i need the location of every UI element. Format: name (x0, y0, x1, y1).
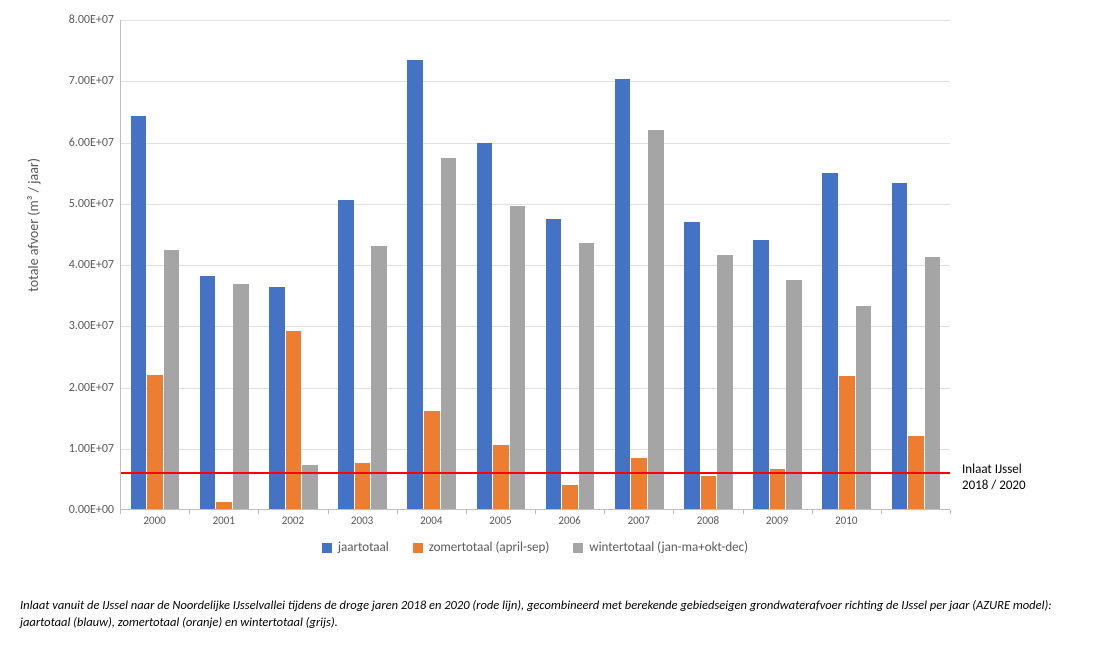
bar-jaartotaal (615, 79, 631, 509)
bar-jaartotaal (477, 143, 493, 509)
x-tick-mark (258, 510, 259, 514)
bar-jaartotaal (131, 116, 147, 509)
bar-zomertotaal (770, 469, 786, 509)
x-tick-mark (950, 510, 951, 514)
bar-jaartotaal (407, 60, 423, 509)
bar-jaartotaal (269, 287, 285, 509)
y-tick-label: 0.00E+00 (34, 503, 114, 517)
reference-line-label: Inlaat IJssel 2018 / 2020 (962, 462, 1026, 493)
x-tick-label: 2005 (489, 514, 511, 527)
bar-wintertotaal (579, 243, 595, 509)
x-tick-label: 2004 (420, 514, 442, 527)
bar-jaartotaal (892, 183, 908, 509)
bar-zomertotaal (631, 458, 647, 509)
x-tick-label: 2009 (766, 514, 788, 527)
bar-zomertotaal (493, 445, 509, 509)
x-tick-mark (535, 510, 536, 514)
x-tick-mark (604, 510, 605, 514)
bar-zomertotaal (147, 375, 163, 509)
x-tick-label: 2002 (282, 514, 304, 527)
x-tick-mark (466, 510, 467, 514)
x-tick-label: 2001 (213, 514, 235, 527)
bar-jaartotaal (684, 222, 700, 509)
bar-jaartotaal (822, 173, 838, 509)
gridline (121, 20, 950, 21)
y-tick-label: 8.00E+07 (34, 13, 114, 27)
x-tick-label: 2010 (835, 514, 857, 527)
bar-wintertotaal (441, 158, 457, 509)
legend-swatch (413, 543, 423, 553)
x-tick-mark (328, 510, 329, 514)
x-tick-mark (120, 510, 121, 514)
bar-jaartotaal (338, 200, 354, 509)
bar-zomertotaal (701, 476, 717, 509)
x-tick-label: 2000 (143, 514, 165, 527)
y-tick-label: 3.00E+07 (34, 319, 114, 333)
x-tick-mark (397, 510, 398, 514)
caption: Inlaat vanuit de IJssel naar de Noordeli… (20, 598, 1092, 632)
bar-jaartotaal (200, 276, 216, 509)
x-tick-label: 2003 (351, 514, 373, 527)
legend-label: jaartotaal (338, 540, 389, 555)
bar-zomertotaal (355, 463, 371, 509)
bar-zomertotaal (424, 411, 440, 509)
legend: jaartotaal zomertotaal (april-sep) wintert… (120, 540, 950, 555)
bar-wintertotaal (233, 284, 249, 509)
chart-container: totale afvoer (m³ / jaar) 0.00E+001.00E+… (20, 10, 1092, 590)
gridline (121, 81, 950, 82)
bar-wintertotaal (164, 250, 180, 509)
y-tick-label: 5.00E+07 (34, 197, 114, 211)
bar-wintertotaal (371, 246, 387, 509)
reference-line-label-2: 2018 / 2020 (962, 478, 1026, 493)
bar-wintertotaal (786, 280, 802, 509)
bar-zomertotaal (216, 502, 232, 509)
y-tick-label: 6.00E+07 (34, 136, 114, 150)
y-tick-label: 7.00E+07 (34, 74, 114, 88)
bar-zomertotaal (562, 485, 578, 509)
legend-label: zomertotaal (april-sep) (429, 540, 550, 555)
y-tick-label: 2.00E+07 (34, 381, 114, 395)
bar-zomertotaal (839, 376, 855, 509)
legend-swatch (573, 543, 583, 553)
bar-wintertotaal (717, 255, 733, 509)
x-tick-mark (673, 510, 674, 514)
legend-label: wintertotaal (jan-ma+okt-dec) (589, 540, 748, 555)
bar-zomertotaal (286, 331, 302, 509)
x-tick-label: 2006 (558, 514, 580, 527)
y-tick-label: 4.00E+07 (34, 258, 114, 272)
x-tick-mark (189, 510, 190, 514)
bar-wintertotaal (856, 306, 872, 509)
bar-wintertotaal (510, 206, 526, 509)
plot-area (120, 20, 950, 510)
x-tick-label: 2008 (697, 514, 719, 527)
x-tick-mark (743, 510, 744, 514)
legend-item: wintertotaal (jan-ma+okt-dec) (573, 540, 748, 555)
x-tick-mark (812, 510, 813, 514)
y-tick-label: 1.00E+07 (34, 442, 114, 456)
reference-line (121, 472, 950, 474)
bar-jaartotaal (753, 240, 769, 510)
legend-item: zomertotaal (april-sep) (413, 540, 550, 555)
x-tick-mark (881, 510, 882, 514)
bar-wintertotaal (648, 130, 664, 509)
x-tick-label: 2007 (628, 514, 650, 527)
bar-jaartotaal (546, 219, 562, 509)
gridline (121, 143, 950, 144)
legend-item: jaartotaal (322, 540, 389, 555)
reference-line-label-1: Inlaat IJssel (962, 462, 1022, 477)
legend-swatch (322, 543, 332, 553)
